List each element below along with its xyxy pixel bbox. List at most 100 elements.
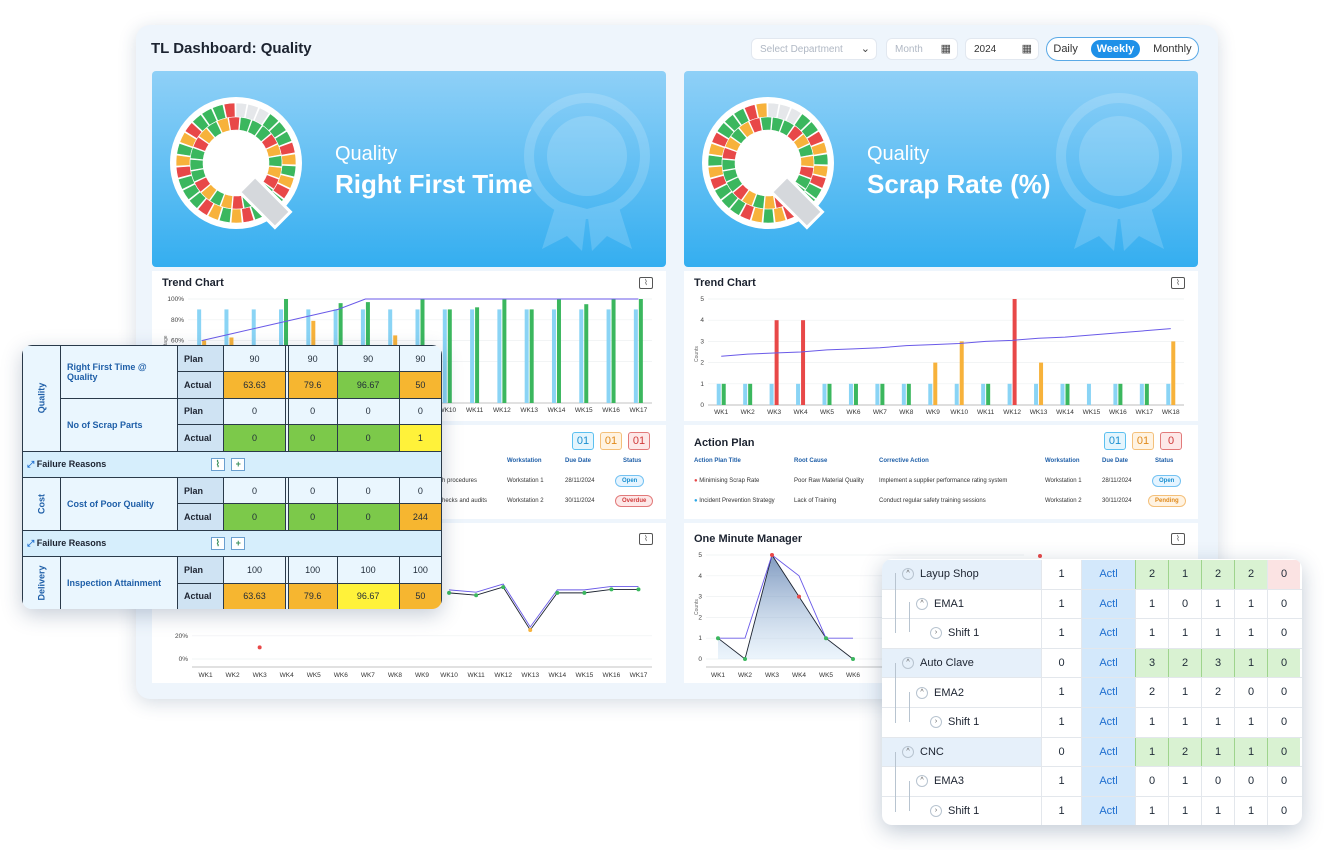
x-tick-label: WK15 — [576, 672, 594, 679]
value-cell: 1 — [1201, 708, 1234, 737]
category-delivery: Delivery — [22, 556, 61, 609]
q-segment — [721, 159, 736, 171]
goal-bar — [875, 383, 880, 405]
row-due: 30/11/2024 — [565, 498, 595, 504]
tree-row[interactable]: ^ EMA2 1 Actl 2 1 2 0 0 — [882, 678, 1302, 708]
tree-label-text: Shift 1 — [948, 627, 980, 640]
plan-value: 1 — [1041, 678, 1081, 707]
data-point — [636, 587, 641, 592]
actual-cell: 0 — [222, 503, 287, 531]
metric-name[interactable]: Cost of Poor Quality — [60, 476, 178, 531]
metric-name[interactable]: Inspection Attainment — [60, 556, 178, 609]
x-tick-label: WK5 — [820, 409, 834, 416]
chevron-up-icon[interactable]: ^ — [916, 686, 928, 699]
add-icon[interactable]: + — [231, 536, 246, 550]
q-segment — [752, 193, 766, 210]
chevron-up-icon[interactable]: ^ — [916, 775, 928, 788]
failure-reasons-row[interactable]: ⤢ Failure Reasons ⌇ + — [22, 450, 442, 478]
col-due-date: Due Date — [1102, 458, 1129, 464]
chart-view-icon[interactable]: ⌇ — [1171, 277, 1185, 289]
x-tick-label: WK16 — [603, 672, 621, 679]
plan-cell: 100 — [222, 556, 287, 584]
expand-icon[interactable]: ⤢ — [27, 537, 35, 548]
chevron-right-icon[interactable]: › — [930, 716, 942, 729]
chart-view-icon[interactable]: ⌇ — [639, 277, 653, 289]
value-cell: 1 — [1234, 737, 1267, 767]
x-tick-label: WK9 — [926, 409, 940, 416]
pending-count-badge: 01 — [600, 432, 622, 450]
year-picker[interactable]: 2024 ▦ — [965, 38, 1039, 60]
actual-bar — [721, 383, 726, 405]
tree-row[interactable]: › Shift 1 1 Actl 1 1 1 1 0 — [882, 619, 1302, 649]
chevron-up-icon[interactable]: ^ — [902, 568, 914, 581]
chevron-up-icon[interactable]: ^ — [902, 745, 914, 758]
col-status: Status — [1155, 458, 1174, 464]
month-picker[interactable]: Month ▦ — [886, 38, 958, 60]
status-badge[interactable]: Overdue — [615, 495, 654, 507]
plan-value: 0 — [1041, 737, 1081, 767]
chart-icon[interactable]: ⌇ — [210, 536, 225, 550]
quality-q-icon — [170, 97, 302, 230]
data-point — [582, 590, 587, 595]
actual-label: Actl — [1081, 708, 1135, 737]
period-weekly[interactable]: Weekly — [1090, 40, 1141, 58]
failure-reasons-row[interactable]: ⤢ Failure Reasons ⌇ + — [22, 529, 442, 558]
actual-label: Actual — [177, 424, 224, 452]
tree-row[interactable]: › Shift 1 1 Actl 1 1 1 1 0 — [882, 708, 1302, 738]
tree-row[interactable]: ^ EMA1 1 Actl 1 0 1 1 0 — [882, 589, 1302, 620]
status-badge[interactable]: Open — [1152, 475, 1182, 487]
row-action: Conduct regular safety training sessions — [879, 498, 986, 504]
tree-label-text: EMA3 — [934, 775, 964, 788]
value-cell: 2 — [1168, 648, 1201, 678]
chart-view-icon[interactable]: ⌇ — [639, 533, 653, 545]
row-root: Poor Raw Material Quality — [794, 478, 864, 484]
q-segment — [748, 117, 763, 134]
data-point — [501, 585, 506, 590]
actual-label: Actl — [1081, 737, 1135, 767]
q-segment — [209, 189, 225, 207]
q-segment — [194, 176, 211, 193]
period-daily[interactable]: Daily — [1053, 43, 1078, 55]
tree-row[interactable]: ^ Layup Shop 1 Actl 2 1 2 2 0 — [882, 560, 1302, 590]
chevron-up-icon[interactable]: ^ — [916, 597, 928, 610]
hero-title: Right First Time — [335, 169, 533, 199]
tree-row[interactable]: › Shift 1 1 Actl 1 1 1 1 0 — [882, 796, 1302, 825]
q-segment — [261, 133, 278, 150]
tree-row[interactable]: ^ CNC 0 Actl 1 2 1 1 0 — [882, 737, 1302, 768]
x-tick-label: WK5 — [307, 672, 321, 679]
tree-row[interactable]: ^ EMA3 1 Actl 0 1 0 0 0 — [882, 767, 1302, 797]
x-tick-label: WK3 — [253, 672, 267, 679]
x-tick-label: WK12 — [493, 407, 511, 414]
quality-q-icon — [702, 97, 834, 230]
goal-bar — [822, 383, 827, 405]
actual-cell: 1 — [398, 424, 442, 452]
actual-cell: 63.63 — [222, 582, 287, 609]
chevron-right-icon[interactable]: › — [930, 627, 942, 640]
col-corrective-action: Corrective Action — [879, 458, 929, 464]
metric-name[interactable]: Right First Time @ Quality — [60, 345, 178, 399]
add-icon[interactable]: + — [231, 457, 246, 471]
goal-bar — [769, 383, 774, 405]
status-badge[interactable]: Pending — [1148, 495, 1186, 507]
expand-icon[interactable]: ⤢ — [27, 458, 35, 469]
period-monthly[interactable]: Monthly — [1153, 43, 1192, 55]
value-cell: 1 — [1168, 619, 1201, 648]
hero-subtitle: Quality — [335, 143, 398, 165]
tree-row[interactable]: ^ Auto Clave 0 Actl 3 2 3 1 0 — [882, 648, 1302, 679]
status-badge[interactable]: Open — [615, 475, 645, 487]
col-title: Action Plan Title — [694, 458, 741, 464]
actual-bar — [1118, 383, 1123, 405]
q-segment — [254, 125, 272, 143]
chevron-up-icon[interactable]: ^ — [902, 657, 914, 670]
chart-view-icon[interactable]: ⌇ — [1171, 533, 1185, 545]
col-workstation: Workstation — [507, 458, 542, 464]
goal-bar — [743, 383, 748, 405]
chevron-right-icon[interactable]: › — [930, 805, 942, 818]
chart-icon[interactable]: ⌇ — [210, 457, 225, 471]
data-point — [1038, 554, 1042, 558]
department-select[interactable]: Select Department ⌄ — [751, 38, 877, 60]
x-tick-label: WK2 — [738, 672, 752, 679]
x-tick-label: WK13 — [520, 407, 538, 414]
metric-name[interactable]: No of Scrap Parts — [60, 397, 178, 452]
actual-cell: 0 — [287, 503, 338, 531]
